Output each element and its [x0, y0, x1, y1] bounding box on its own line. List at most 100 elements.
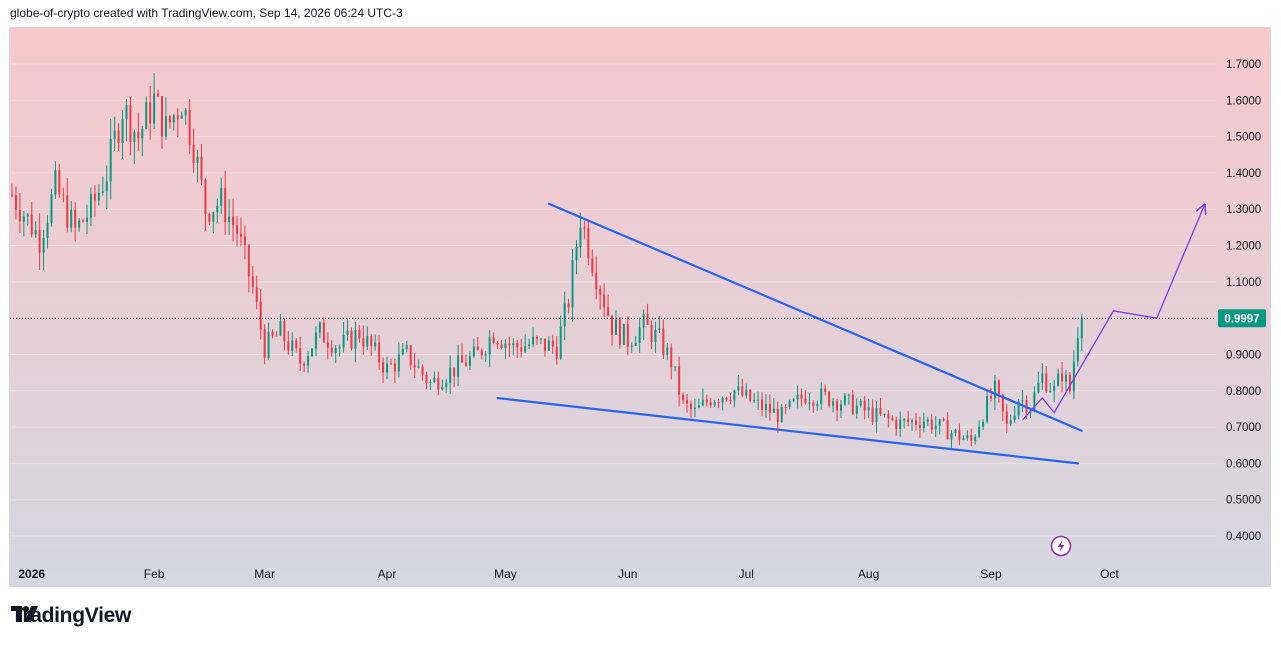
- candle-body: [437, 377, 440, 390]
- candle-body: [780, 406, 783, 423]
- candle-body: [461, 355, 464, 363]
- candle-body: [962, 438, 965, 440]
- lightning-icon[interactable]: [1050, 535, 1072, 557]
- candle-body: [855, 405, 858, 414]
- candle-body: [642, 313, 645, 328]
- candle-body: [899, 419, 902, 429]
- x-tick-label: Oct: [1100, 567, 1119, 581]
- candle-body: [934, 425, 937, 430]
- y-tick-label: 1.6000: [1226, 95, 1261, 107]
- candle-body: [524, 345, 527, 352]
- candle-body: [34, 230, 37, 235]
- candle-body: [255, 287, 258, 302]
- candle-body: [224, 187, 227, 223]
- candle-body: [603, 294, 606, 308]
- x-tick-label: 2026: [18, 567, 45, 581]
- candle-body: [930, 419, 933, 430]
- candle-body: [492, 337, 495, 343]
- candle-body: [532, 336, 535, 345]
- candle-body: [725, 397, 728, 400]
- candle-body: [46, 223, 49, 239]
- candle-body: [986, 396, 989, 422]
- candle-body: [764, 403, 767, 410]
- plot-background: [10, 28, 1270, 586]
- candle-body: [326, 342, 329, 348]
- candle-body: [97, 192, 100, 201]
- candle-body: [358, 330, 361, 339]
- candle-body: [516, 343, 519, 348]
- candle-body: [125, 105, 128, 120]
- candle-body: [393, 363, 396, 372]
- candle-body: [539, 338, 542, 340]
- candle-body: [674, 366, 677, 368]
- projection-path[interactable]: [1022, 206, 1205, 421]
- candle-body: [279, 321, 282, 336]
- candle-body: [129, 105, 132, 142]
- candle-body: [772, 408, 775, 413]
- candle-body: [808, 402, 811, 404]
- candle-body: [109, 138, 112, 182]
- candle-body: [200, 156, 203, 180]
- candle-body: [828, 392, 831, 406]
- candle-body: [70, 209, 73, 228]
- candle-body: [997, 380, 1000, 395]
- candle-body: [662, 328, 665, 356]
- candle-body: [678, 366, 681, 395]
- candle-body: [970, 435, 973, 441]
- drawings[interactable]: [496, 202, 1205, 465]
- candle-body: [567, 303, 570, 308]
- tradingview-logo-icon: [11, 606, 38, 622]
- candle-body: [251, 276, 254, 288]
- candle-body: [204, 179, 207, 215]
- candle-body: [658, 328, 661, 330]
- upper-trendline[interactable]: [547, 202, 1083, 432]
- candle-body: [832, 401, 835, 406]
- candle-body: [370, 335, 373, 347]
- candle-body: [449, 367, 452, 383]
- candle-body: [520, 347, 523, 352]
- x-tick-label: May: [494, 567, 517, 581]
- candle-body: [768, 403, 771, 413]
- candle-body: [689, 403, 692, 409]
- candle-body: [508, 343, 511, 346]
- candle-body: [946, 420, 949, 440]
- last-price-label: 0.9997: [1224, 313, 1259, 325]
- candle-body: [42, 238, 45, 253]
- chart-header: globe-of-crypto created with TradingView…: [10, 6, 403, 20]
- candle-body: [1017, 401, 1020, 416]
- candle-body: [911, 420, 914, 423]
- candle-body: [686, 400, 689, 404]
- candle-body: [464, 362, 467, 367]
- candle-body: [350, 330, 353, 349]
- lower-trendline[interactable]: [496, 396, 1079, 465]
- candle-body: [362, 338, 365, 347]
- candle-body: [389, 363, 392, 365]
- candle-body: [82, 220, 85, 222]
- candle-body: [484, 354, 487, 356]
- candle-body: [788, 400, 791, 408]
- candle-body: [950, 433, 953, 440]
- candle-body: [1005, 411, 1008, 424]
- candle-body: [275, 335, 278, 337]
- candle-body: [117, 130, 120, 144]
- candle-body: [121, 119, 124, 144]
- candle-body: [457, 355, 460, 377]
- candle-body: [488, 337, 491, 355]
- y-tick-label: 0.8000: [1226, 386, 1261, 398]
- candle-body: [267, 331, 270, 358]
- candle-body: [547, 340, 550, 351]
- candle-body: [607, 307, 610, 316]
- candle-body: [441, 387, 444, 390]
- x-tick-label: Aug: [858, 567, 879, 581]
- candle-body: [654, 329, 657, 342]
- price-chart[interactable]: 0.40000.50000.60000.70000.80000.90001.00…: [10, 28, 1271, 587]
- candle-body: [366, 335, 369, 347]
- chart-frame[interactable]: 0.40000.50000.60000.70000.80000.90001.00…: [9, 27, 1271, 587]
- candle-body: [176, 115, 179, 119]
- last-price-badge: [1218, 309, 1266, 328]
- candle-body: [180, 115, 183, 119]
- candle-body: [50, 194, 53, 224]
- candle-body: [295, 340, 298, 349]
- candle-body: [192, 144, 195, 163]
- candle-body: [563, 303, 566, 327]
